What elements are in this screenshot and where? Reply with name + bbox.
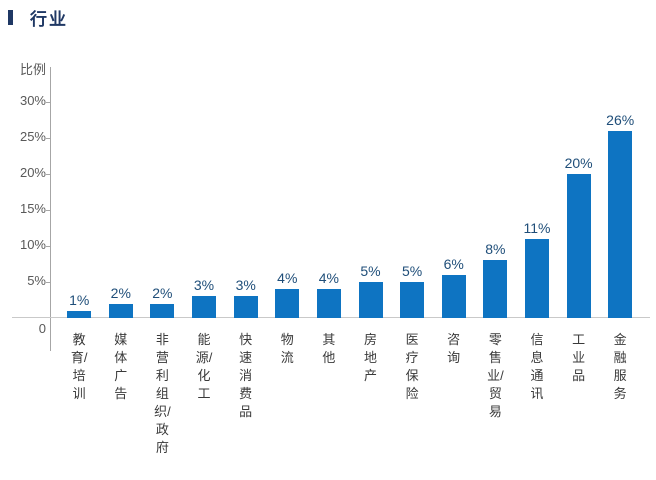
- bar-value-label: 4%: [318, 270, 339, 287]
- bar: [67, 310, 92, 318]
- bar: [441, 274, 466, 318]
- bar-value-label: 20%: [564, 155, 593, 171]
- bar-value-label: 2%: [152, 284, 173, 301]
- category-label: 工业品: [572, 332, 586, 383]
- y-tick-label: 20%: [19, 165, 46, 180]
- bar-value-label: 5%: [360, 263, 381, 279]
- y-tick-label: 10%: [19, 237, 46, 252]
- title-marker: [8, 10, 13, 25]
- y-tick-label: 0: [38, 321, 46, 336]
- y-axis-label: 比例: [19, 62, 46, 77]
- bar: [566, 174, 591, 318]
- bar-value-label: 3%: [193, 277, 215, 294]
- y-tick-label: 30%: [19, 93, 46, 108]
- category-label: 能源/化工: [195, 332, 213, 401]
- bar: [192, 296, 216, 318]
- bar: [400, 282, 425, 318]
- bar: [608, 130, 633, 318]
- category-label: 非营利组织/政府: [154, 332, 171, 455]
- y-tick-mark: [46, 282, 50, 283]
- bar-value-label: 3%: [235, 277, 256, 294]
- y-tick-mark: [46, 210, 50, 211]
- bar-value-label: 8%: [485, 241, 506, 258]
- y-tick-mark: [46, 174, 50, 175]
- bar: [525, 238, 549, 318]
- bar: [233, 296, 258, 318]
- bar-value-label: 1%: [69, 291, 90, 308]
- bar: [483, 260, 508, 318]
- y-tick-label: 25%: [19, 129, 46, 144]
- category-label: 房地产: [363, 332, 377, 383]
- y-axis-line: [50, 67, 51, 351]
- bar: [150, 303, 175, 318]
- y-tick-label: 15%: [19, 201, 46, 216]
- category-label: 医疗保险: [405, 332, 419, 401]
- bar-value-label: 4%: [277, 270, 298, 287]
- bar: [316, 289, 341, 318]
- category-label: 零售业/贸易: [487, 332, 504, 419]
- category-label: 媒体广告: [114, 332, 128, 401]
- category-label: 物流: [280, 332, 294, 365]
- category-label: 其他: [322, 332, 336, 365]
- bar-value-label: 11%: [523, 219, 551, 236]
- bar-value-label: 5%: [401, 263, 423, 279]
- bar: [358, 282, 383, 318]
- chart-title: 行业: [30, 10, 68, 29]
- category-label: 信息通讯: [530, 332, 544, 401]
- bar-value-label: 26%: [606, 111, 635, 128]
- category-label: 金融服务: [613, 332, 627, 401]
- category-label: 快速消费品: [239, 332, 253, 419]
- y-tick-mark: [46, 246, 50, 247]
- bar: [108, 303, 133, 318]
- category-label: 咨询: [447, 332, 461, 365]
- bar-value-label: 2%: [110, 284, 131, 301]
- bar: [275, 289, 300, 318]
- y-tick-mark: [46, 138, 50, 139]
- y-tick-label: 5%: [27, 273, 46, 288]
- bar-value-label: 6%: [443, 255, 464, 272]
- category-label: 教育/培训: [70, 332, 88, 401]
- y-tick-mark: [46, 102, 50, 103]
